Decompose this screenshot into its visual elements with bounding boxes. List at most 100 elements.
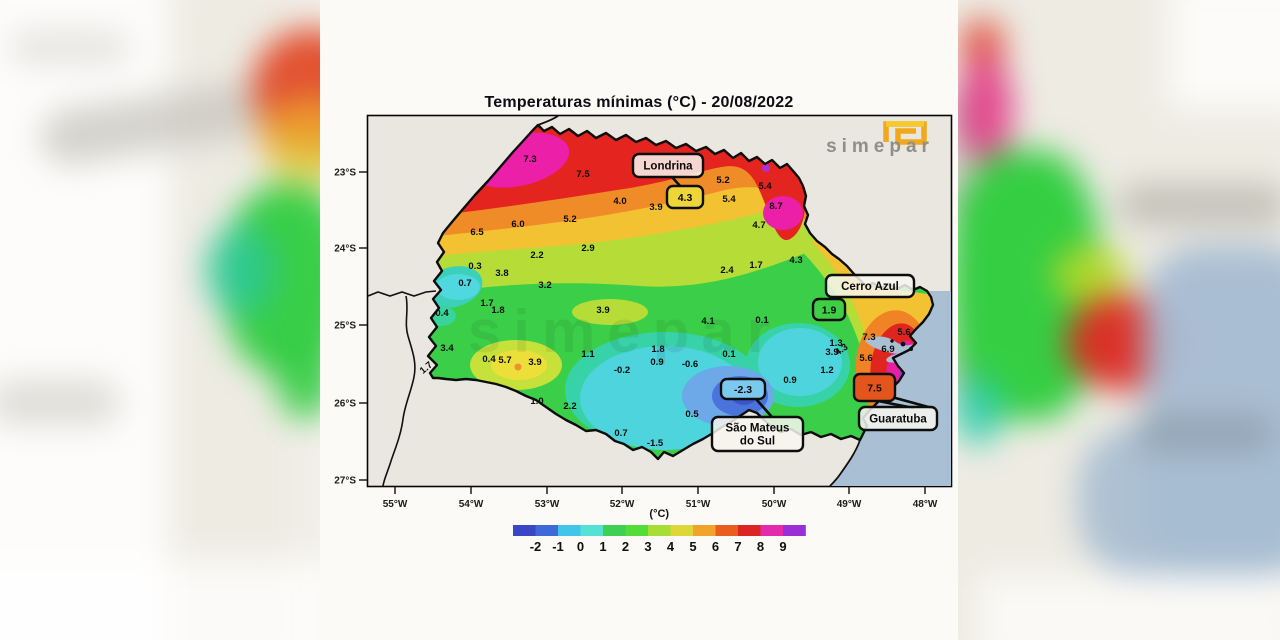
sc-coast-line <box>829 439 861 487</box>
temp-label: 4.1 <box>701 316 715 327</box>
temp-label: 7.5 <box>576 169 590 180</box>
temp-label: 2.2 <box>563 401 576 412</box>
temp-label: 5.6 <box>859 353 872 364</box>
temp-label: -1.5 <box>647 438 664 449</box>
temp-label: 0.9 <box>783 375 796 386</box>
value-callout-text: -2.3 <box>734 384 752 396</box>
colorbar-segment <box>715 525 739 536</box>
parana-state-border <box>426 123 935 461</box>
paraguay-border-line <box>367 290 437 297</box>
bay-inlet <box>865 336 917 354</box>
simepar-watermark: simepar <box>468 298 782 365</box>
temp-label: 3.4 <box>440 343 454 354</box>
colorbar-tick-label: 0 <box>577 539 584 554</box>
city-callout-box <box>631 152 705 179</box>
city-callout-label: Guaratuba <box>869 414 927 426</box>
background-blur-left-blobs <box>0 0 322 640</box>
temp-label: 0.4 <box>435 308 449 319</box>
colorbar-tick-label: -1 <box>552 539 564 554</box>
temp-label: 2.2 <box>530 250 543 261</box>
temp-label: 1.8 <box>491 305 504 316</box>
temp-label: 0.1 <box>755 315 769 326</box>
temp-label: 3.8 <box>495 268 508 279</box>
temp-label: 8.7 <box>769 201 782 212</box>
city-callout-box <box>824 273 916 299</box>
colorbar-segment <box>625 525 649 536</box>
lon-label: 54°W <box>459 499 484 510</box>
lon-label: 55°W <box>383 499 408 510</box>
colorbar-tick-label: 1 <box>599 539 606 554</box>
colorbar-segment <box>760 525 784 536</box>
city-callout-label: São Mateus <box>726 423 790 435</box>
temp-label: 1.7 <box>480 298 493 309</box>
temp-label: 1.7 <box>749 260 762 271</box>
value-callout-text: 1.9 <box>822 305 837 317</box>
value-callout-box <box>719 377 767 401</box>
temp-label: 5.4 <box>758 181 772 192</box>
callout-leader-line <box>755 398 773 418</box>
temp-label: 1.1 <box>581 349 595 360</box>
temp-label: 1.8 <box>651 344 664 355</box>
parana-map-svg: simepar simepar 23°S 24°S 25°S 26°S 27°S 55°W… <box>334 114 953 554</box>
city-callout-label: Londrina <box>643 161 693 173</box>
background-blur-right-blobs <box>958 0 1280 640</box>
city-callout-box <box>710 415 805 453</box>
lon-label: 50°W <box>762 499 787 510</box>
value-callout-text: 4.3 <box>678 192 693 204</box>
colorbar-tick-label: 2 <box>622 539 629 554</box>
colorbar-segment <box>670 525 694 536</box>
argentina-border-line <box>382 295 416 487</box>
temp-label: 5.6 <box>897 327 910 338</box>
background-blur-right <box>958 0 1280 640</box>
temp-label: 1.3 <box>829 338 842 349</box>
lon-label: 48°W <box>913 499 938 510</box>
colorbar-segment <box>603 525 626 536</box>
lon-label: 49°W <box>837 499 862 510</box>
temp-label: 0.1 <box>722 349 736 360</box>
temp-label: 1.2 <box>820 365 833 376</box>
temp-label: 6.5 <box>470 227 484 238</box>
colorbar-segment <box>693 525 716 536</box>
lat-label: 27°S <box>334 476 356 487</box>
temp-label: 2.4 <box>720 265 734 276</box>
temp-label: 5.7 <box>498 355 511 366</box>
city-callout-box <box>857 405 939 432</box>
island <box>890 339 894 343</box>
colorbar-tick-label: 7 <box>734 539 741 554</box>
colorbar-segment <box>535 525 559 536</box>
temp-label: 0.7 <box>614 428 627 439</box>
colorbar-segment <box>558 525 581 536</box>
lon-label: 52°W <box>610 499 635 510</box>
island <box>900 341 906 347</box>
colorbar-tick-label: 8 <box>757 539 764 554</box>
temp-label: 0.4 <box>482 354 496 365</box>
temp-label: 3.2 <box>538 280 551 291</box>
temp-label: -0.2 <box>614 365 630 376</box>
colorbar-tick-label: 9 <box>779 539 786 554</box>
temp-label: 5.2 <box>563 214 576 225</box>
value-callout-box <box>665 184 705 210</box>
colorbar-tick-label: 5 <box>689 539 696 554</box>
temp-label: 4.0 <box>613 196 626 207</box>
map-title: Temperaturas mínimas (°C) - 20/08/2022 <box>484 94 794 111</box>
colorbar-tick-label: 6 <box>712 539 719 554</box>
colorbar-segment <box>738 525 761 536</box>
value-callout-text: 7.5 <box>867 383 882 395</box>
lat-label: 23°S <box>334 168 356 179</box>
sp-border-line <box>537 115 559 126</box>
colorbar-segment <box>580 525 604 536</box>
lon-label: 51°W <box>686 499 711 510</box>
colorbar-segment <box>513 525 536 536</box>
temp-label: 4.3 <box>789 255 802 266</box>
colorbar-tick-label: 4 <box>667 539 675 554</box>
temp-label: 3.9 <box>649 202 662 213</box>
lat-label: 24°S <box>334 244 356 255</box>
temp-label: 0.7 <box>458 278 471 289</box>
temp-label: 6.9 <box>881 344 894 355</box>
colorbar-segment <box>783 525 806 536</box>
temp-label: 2.9 <box>581 243 594 254</box>
simepar-logo: simepar <box>826 121 929 157</box>
city-callout-label: do Sul <box>740 436 775 448</box>
value-callout-box <box>811 297 847 322</box>
